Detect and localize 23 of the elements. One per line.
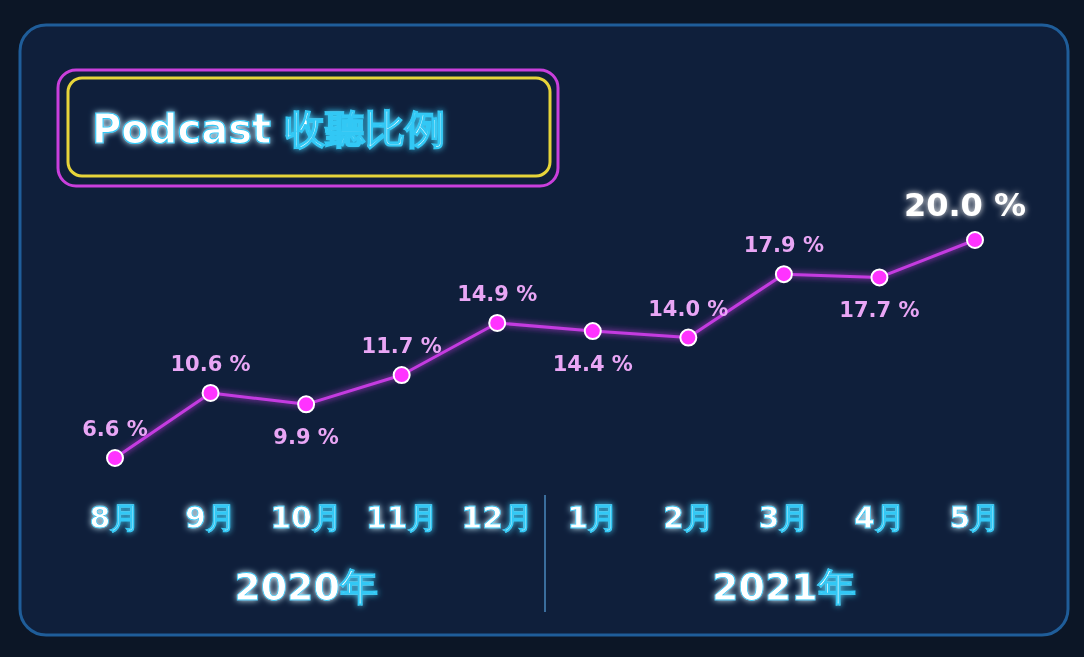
- x-tick-label: 12月: [461, 500, 534, 535]
- data-label: 6.6 %: [82, 417, 148, 441]
- chart-title: Podcast 收聽比例: [92, 106, 445, 152]
- x-tick-label: 8月: [89, 500, 141, 535]
- data-label: 11.7 %: [361, 334, 442, 359]
- x-tick-label: 2月: [662, 500, 714, 535]
- data-label: 14.4 %: [552, 352, 633, 377]
- data-label: 9.9 %: [273, 425, 339, 450]
- data-label: 14.0 %: [648, 296, 729, 321]
- x-tick-label: 9月: [185, 500, 236, 535]
- data-label: 20.0 %: [903, 186, 1027, 224]
- data-label: 14.9 %: [457, 281, 538, 306]
- x-tick-label: 1月: [567, 500, 619, 535]
- x-tick-label: 11月: [365, 500, 438, 535]
- text: 2020年: [234, 565, 378, 609]
- x-tick-label: 5月: [949, 500, 1001, 535]
- x-tick-label: 3月: [758, 500, 810, 535]
- data-label: 17.9 %: [743, 233, 824, 258]
- data-label: 17.7 %: [839, 298, 920, 323]
- data-label: 10.6 %: [170, 351, 251, 376]
- x-tick-label: 10月: [270, 500, 342, 535]
- text: 2021年: [712, 565, 856, 609]
- x-tick-label: 4月: [854, 500, 905, 535]
